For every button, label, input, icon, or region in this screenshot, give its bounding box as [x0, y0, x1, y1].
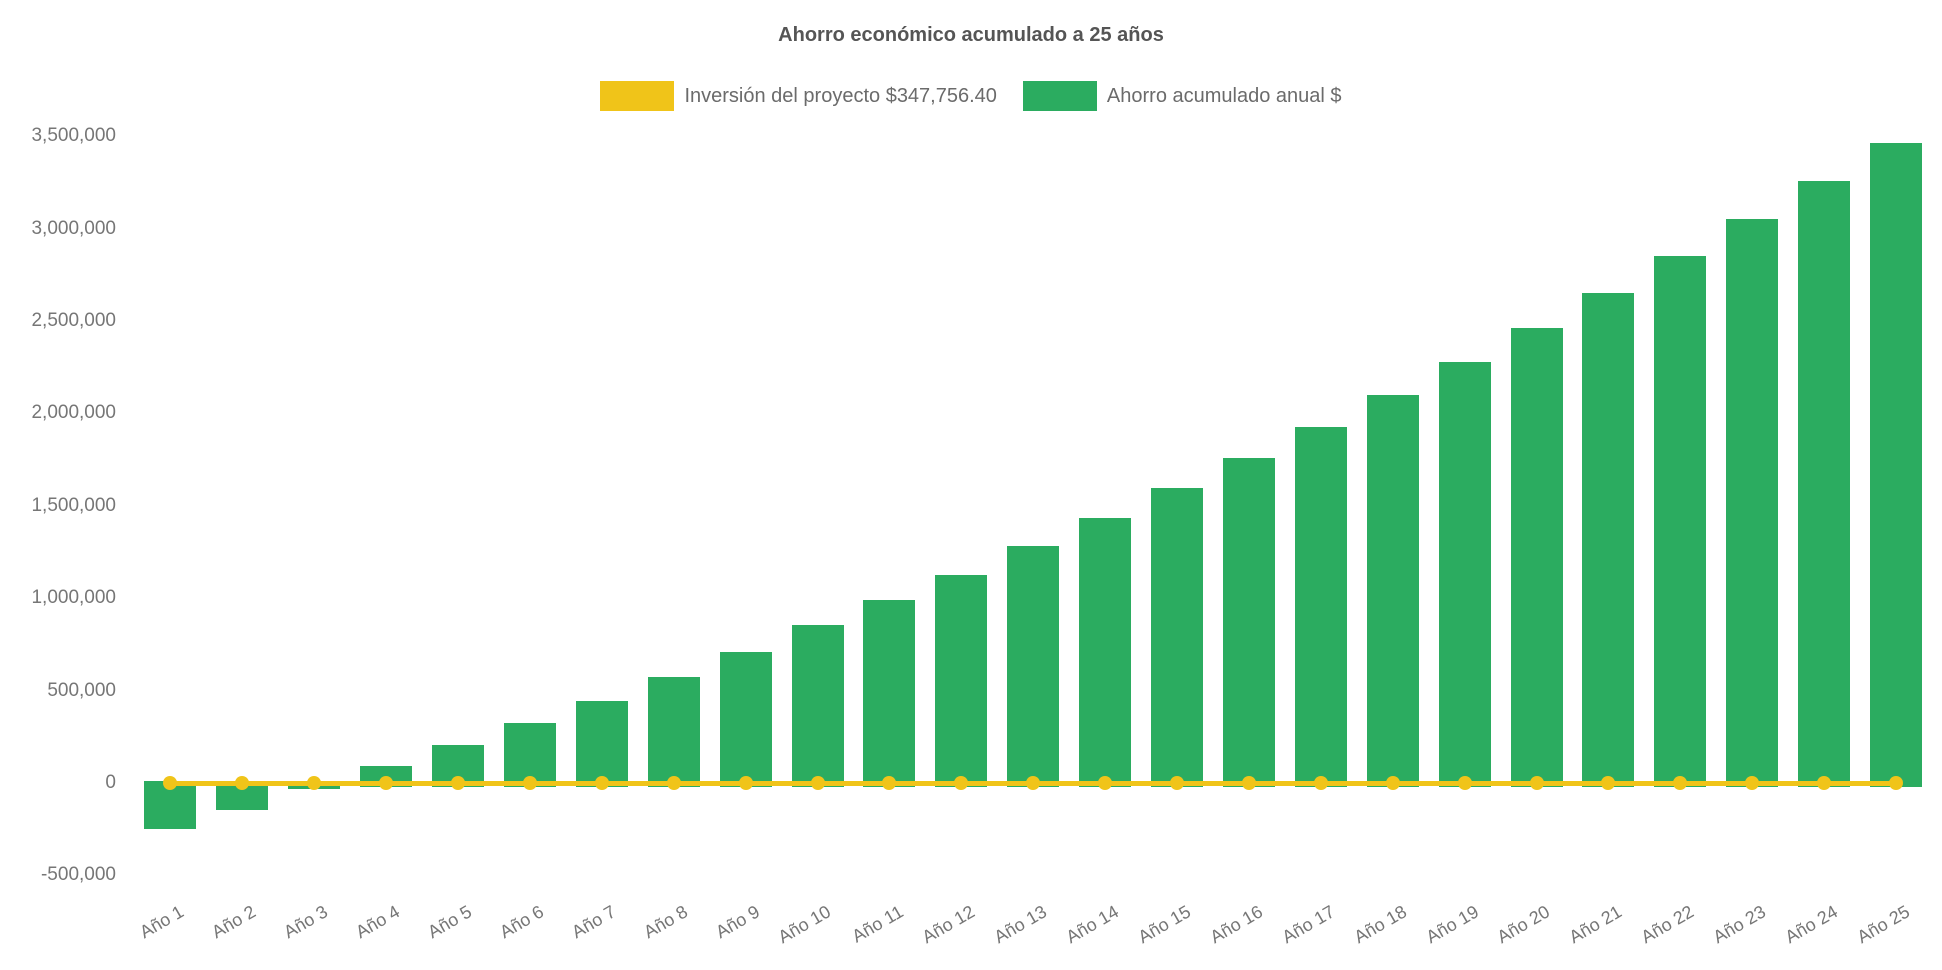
investment-line-marker[interactable] — [1457, 776, 1472, 790]
legend-swatch-savings-icon — [1022, 81, 1097, 111]
y-axis-tick-label: 500,000 — [47, 679, 116, 701]
bar-año-20[interactable] — [1510, 328, 1563, 787]
bar-año-21[interactable] — [1582, 293, 1635, 787]
x-axis-tick-label: Año 7 — [568, 901, 619, 943]
x-axis-tick-label: Año 16 — [1206, 901, 1266, 948]
x-axis-tick-label: Año 23 — [1709, 901, 1770, 948]
bar-año-16[interactable] — [1222, 457, 1275, 787]
investment-line-marker[interactable] — [1385, 776, 1400, 790]
bar-año-23[interactable] — [1726, 219, 1779, 787]
bar-año-9[interactable] — [719, 651, 772, 787]
investment-line-marker[interactable] — [1098, 776, 1113, 790]
x-axis-tick-label: Año 20 — [1494, 901, 1554, 948]
legend-item-investment[interactable]: Inversión del proyecto $347,756.40 — [600, 81, 997, 111]
y-axis-tick-label: -500,000 — [40, 864, 116, 886]
investment-line-marker[interactable] — [882, 776, 897, 790]
x-axis-tick-label: Año 18 — [1350, 901, 1410, 948]
bar-año-18[interactable] — [1366, 394, 1419, 787]
x-axis-tick-label: Año 8 — [639, 901, 691, 943]
y-axis-tick-label: 2,000,000 — [31, 402, 116, 424]
legend-label-savings: Ahorro acumulado anual $ — [1106, 84, 1342, 107]
investment-line-marker[interactable] — [1673, 776, 1688, 790]
x-axis-tick-label: Año 6 — [496, 901, 547, 943]
legend-swatch-investment-icon — [600, 81, 675, 111]
x-axis-tick-label: Año 22 — [1637, 901, 1698, 948]
investment-line-marker[interactable] — [1745, 776, 1760, 790]
investment-line-marker[interactable] — [666, 776, 681, 790]
x-axis-tick-label: Año 24 — [1781, 901, 1842, 948]
investment-line-marker[interactable] — [954, 776, 969, 790]
bar-año-13[interactable] — [1007, 546, 1060, 787]
x-axis-tick-label: Año 14 — [1062, 901, 1123, 948]
y-axis-tick-label: 1,000,000 — [31, 587, 116, 609]
bar-año-15[interactable] — [1151, 488, 1203, 787]
y-axis-tick-label: 1,500,000 — [31, 494, 116, 516]
bar-año-10[interactable] — [791, 624, 844, 787]
investment-line-marker[interactable] — [1313, 776, 1328, 790]
investment-line-marker[interactable] — [522, 776, 537, 790]
bar-año-24[interactable] — [1798, 181, 1851, 787]
legend-item-savings[interactable]: Ahorro acumulado anual $ — [1022, 81, 1342, 111]
x-axis-tick-label: Año 17 — [1278, 901, 1338, 948]
legend-label-investment: Inversión del proyecto $347,756.40 — [684, 84, 997, 107]
investment-line-marker[interactable] — [1889, 776, 1903, 790]
bar-año-8[interactable] — [647, 676, 700, 787]
investment-line-marker[interactable] — [451, 776, 465, 790]
x-axis-tick-label: Año 10 — [775, 901, 835, 948]
investment-line-marker[interactable] — [1601, 776, 1616, 790]
bar-año-7[interactable] — [575, 700, 628, 787]
investment-line-marker[interactable] — [810, 776, 825, 790]
x-axis-tick-label: Año 13 — [990, 901, 1051, 948]
x-axis-tick-label: Año 4 — [352, 901, 404, 943]
bar-año-19[interactable] — [1438, 361, 1491, 787]
y-axis-tick-label: 3,500,000 — [31, 125, 116, 147]
chart-title: Ahorro económico acumulado a 25 años — [778, 24, 1164, 46]
investment-line-marker[interactable] — [1026, 776, 1041, 790]
x-axis-tick-label: Año 5 — [424, 901, 475, 943]
bar-año-14[interactable] — [1079, 517, 1132, 787]
investment-line-marker[interactable] — [1817, 776, 1832, 790]
investment-line-marker[interactable] — [1241, 776, 1256, 790]
bar-año-22[interactable] — [1654, 256, 1707, 787]
investment-line-marker[interactable] — [235, 776, 250, 790]
investment-line-marker[interactable] — [738, 776, 753, 790]
investment-line-marker[interactable] — [307, 776, 322, 790]
bar-año-17[interactable] — [1294, 427, 1347, 787]
bar-año-12[interactable] — [935, 575, 988, 787]
x-axis-tick-label: Año 19 — [1422, 901, 1482, 948]
x-axis-tick-label: Año 11 — [848, 901, 907, 947]
investment-line-marker[interactable] — [163, 776, 178, 790]
x-axis-tick-label: Año 2 — [208, 901, 260, 943]
bar-año-11[interactable] — [863, 600, 916, 787]
investment-line-marker[interactable] — [1170, 776, 1184, 790]
investment-line-marker[interactable] — [1529, 776, 1544, 790]
x-axis-tick-label: Año 15 — [1134, 901, 1194, 948]
x-axis-tick-label: Año 3 — [280, 901, 332, 943]
x-axis-tick-label: Año 25 — [1853, 901, 1913, 948]
chart-legend: Inversión del proyecto $347,756.40 Ahorr… — [0, 79, 1942, 113]
y-axis-tick-label: 3,000,000 — [31, 217, 116, 239]
x-axis-tick-label: Año 1 — [136, 901, 188, 943]
x-axis-tick-label: Año 12 — [918, 901, 979, 948]
y-axis-tick-label: 0 — [105, 772, 116, 793]
x-axis-tick-label: Año 21 — [1565, 901, 1626, 948]
y-axis-tick-label: 2,500,000 — [31, 310, 116, 331]
bar-año-25[interactable] — [1870, 142, 1922, 787]
x-axis-tick-label: Año 9 — [711, 901, 763, 943]
investment-line-marker[interactable] — [379, 776, 394, 790]
investment-line-marker[interactable] — [594, 776, 609, 790]
